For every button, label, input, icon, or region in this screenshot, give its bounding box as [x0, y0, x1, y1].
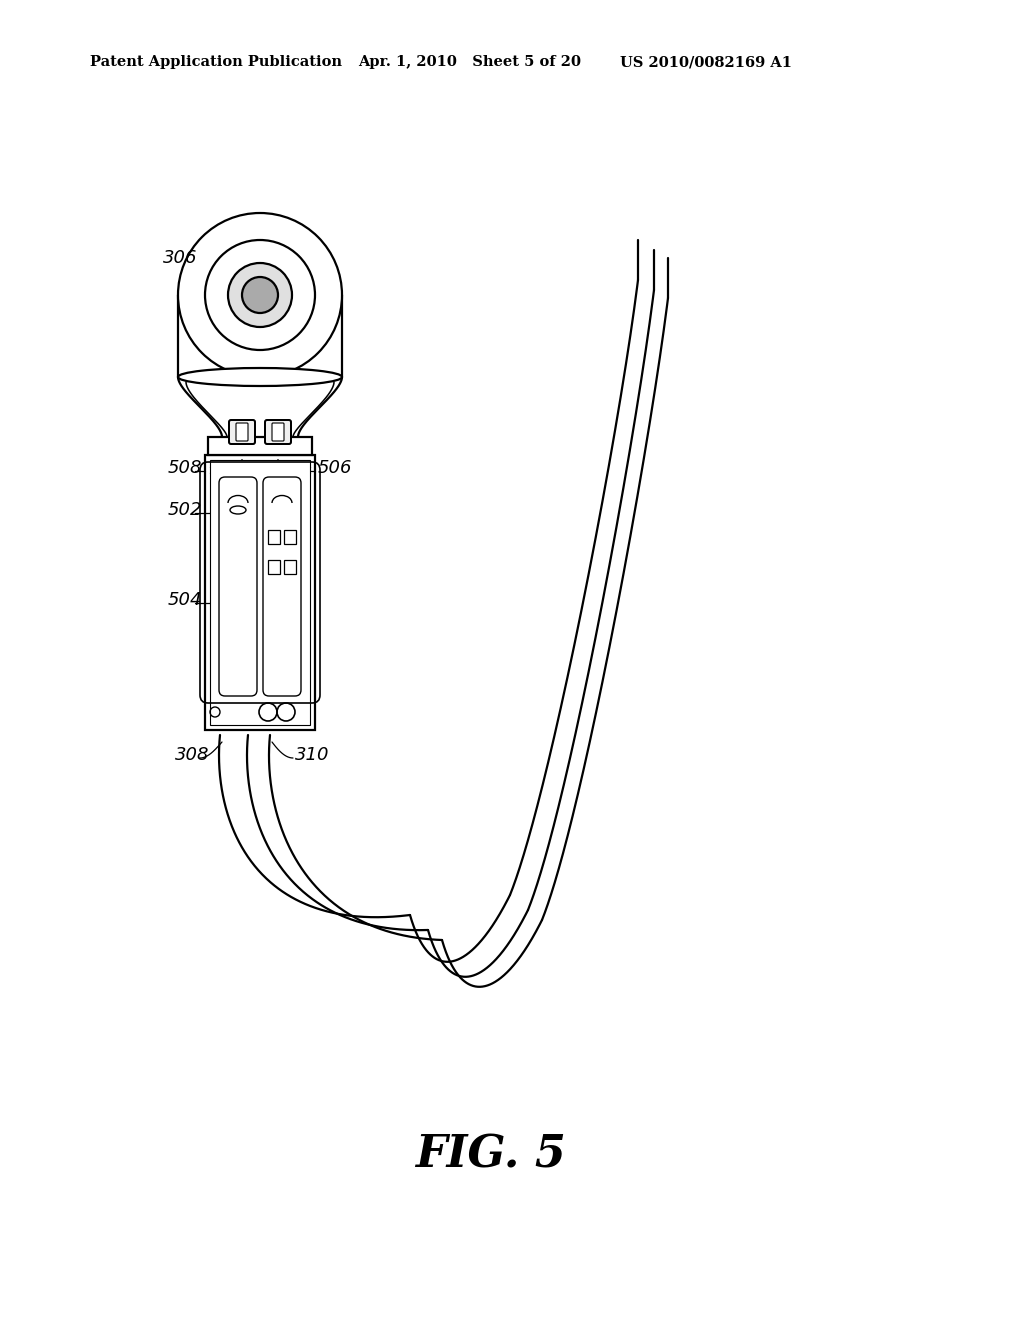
Ellipse shape	[178, 368, 342, 385]
Circle shape	[178, 213, 342, 378]
FancyBboxPatch shape	[219, 477, 257, 696]
FancyBboxPatch shape	[263, 477, 301, 696]
Text: 504: 504	[168, 591, 203, 609]
Bar	[208, 437, 312, 455]
Circle shape	[242, 277, 278, 313]
Text: 508: 508	[168, 459, 203, 477]
Text: Apr. 1, 2010   Sheet 5 of 20: Apr. 1, 2010 Sheet 5 of 20	[358, 55, 581, 69]
Bar	[205, 455, 315, 730]
FancyBboxPatch shape	[236, 422, 248, 441]
Circle shape	[205, 240, 315, 350]
Ellipse shape	[230, 506, 246, 513]
Text: 310: 310	[295, 746, 330, 764]
Bar	[210, 459, 310, 725]
Text: 502: 502	[168, 502, 203, 519]
FancyBboxPatch shape	[229, 420, 255, 444]
Text: Patent Application Publication: Patent Application Publication	[90, 55, 342, 69]
Text: 306: 306	[163, 249, 198, 267]
Text: US 2010/0082169 A1: US 2010/0082169 A1	[620, 55, 792, 69]
Bar	[268, 560, 280, 574]
Bar	[284, 531, 296, 544]
FancyBboxPatch shape	[272, 422, 284, 441]
Bar	[268, 531, 280, 544]
Circle shape	[228, 263, 292, 327]
Text: 308: 308	[175, 746, 210, 764]
Bar	[284, 560, 296, 574]
Text: FIG. 5: FIG. 5	[415, 1134, 565, 1176]
Text: 506: 506	[318, 459, 352, 477]
FancyBboxPatch shape	[265, 420, 291, 444]
